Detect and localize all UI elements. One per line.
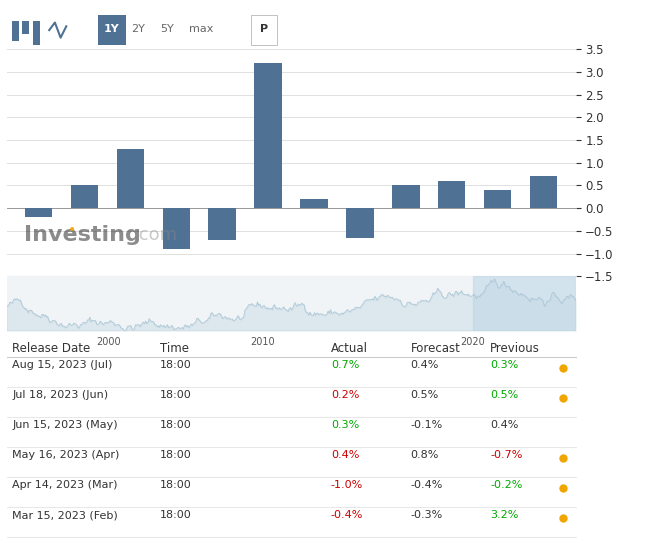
Text: 18:00: 18:00: [160, 510, 192, 520]
Text: Forecast: Forecast: [411, 341, 460, 354]
Text: 2Y: 2Y: [131, 25, 145, 35]
Bar: [300, 199, 328, 208]
Text: -0.4%: -0.4%: [331, 510, 363, 520]
Bar: [254, 62, 282, 208]
Text: •: •: [68, 223, 77, 237]
Text: Investing: Investing: [24, 225, 141, 246]
Text: -1.0%: -1.0%: [331, 480, 363, 490]
Text: max: max: [189, 25, 213, 35]
Bar: [209, 208, 236, 240]
Text: 18:00: 18:00: [160, 391, 192, 401]
Text: 18:00: 18:00: [160, 360, 192, 371]
Text: 18:00: 18:00: [160, 480, 192, 490]
Bar: [438, 181, 466, 208]
Bar: [97, 15, 126, 45]
Text: -0.2%: -0.2%: [490, 480, 523, 490]
Bar: [12, 21, 19, 41]
Bar: [71, 185, 98, 208]
Text: Time: Time: [160, 341, 189, 354]
Bar: [530, 176, 557, 208]
Text: .com: .com: [133, 227, 177, 244]
Text: P: P: [260, 25, 267, 35]
Text: 0.7%: 0.7%: [331, 360, 359, 371]
Bar: [251, 15, 277, 45]
Text: 0.3%: 0.3%: [331, 420, 359, 430]
Text: Mar 15, 2023 (Feb): Mar 15, 2023 (Feb): [12, 510, 118, 520]
Text: -0.3%: -0.3%: [411, 510, 443, 520]
Bar: [473, 276, 576, 330]
Text: 0.5%: 0.5%: [411, 391, 439, 401]
Text: Jul 18, 2023 (Jun): Jul 18, 2023 (Jun): [12, 391, 109, 401]
Text: Actual: Actual: [331, 341, 368, 354]
Bar: [346, 208, 373, 238]
Text: Jun 15, 2023 (May): Jun 15, 2023 (May): [12, 420, 118, 430]
Text: Aug 15, 2023 (Jul): Aug 15, 2023 (Jul): [12, 360, 112, 371]
Bar: [484, 190, 511, 208]
Text: 0.8%: 0.8%: [411, 450, 439, 460]
Text: 0.5%: 0.5%: [490, 391, 519, 401]
Text: 0.2%: 0.2%: [331, 391, 359, 401]
Text: 0.4%: 0.4%: [411, 360, 439, 371]
Text: 1Y: 1Y: [104, 25, 120, 35]
Bar: [22, 21, 29, 34]
Text: -0.4%: -0.4%: [411, 480, 443, 490]
Bar: [25, 208, 52, 217]
Text: Previous: Previous: [490, 341, 540, 354]
Text: 0.4%: 0.4%: [490, 420, 519, 430]
Bar: [33, 21, 39, 45]
Text: Release Date: Release Date: [12, 341, 90, 354]
Text: May 16, 2023 (Apr): May 16, 2023 (Apr): [12, 450, 120, 460]
Text: 18:00: 18:00: [160, 420, 192, 430]
Bar: [116, 149, 144, 208]
Text: 5Y: 5Y: [160, 25, 174, 35]
Text: 18:00: 18:00: [160, 450, 192, 460]
Text: Apr 14, 2023 (Mar): Apr 14, 2023 (Mar): [12, 480, 118, 490]
Text: -0.7%: -0.7%: [490, 450, 523, 460]
Text: 3.2%: 3.2%: [490, 510, 519, 520]
Bar: [392, 185, 419, 208]
Text: 0.3%: 0.3%: [490, 360, 519, 371]
Bar: [163, 208, 190, 249]
Text: -0.1%: -0.1%: [411, 420, 443, 430]
Text: 0.4%: 0.4%: [331, 450, 359, 460]
